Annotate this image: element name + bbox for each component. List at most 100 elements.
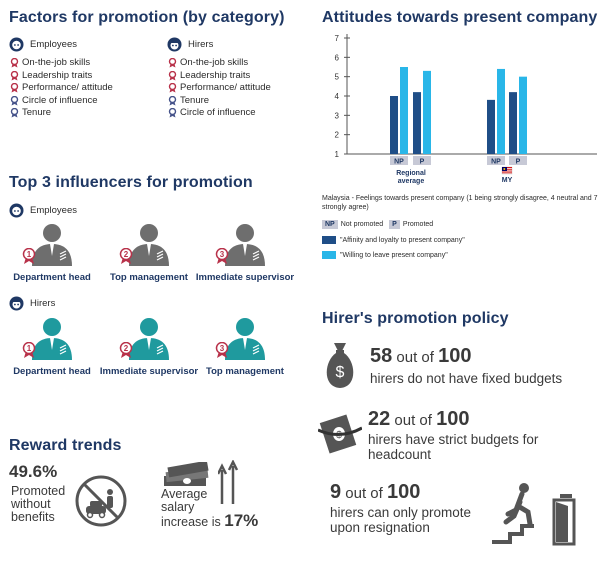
stat-2-line-2: headcount	[368, 447, 432, 462]
influencer-2: 2 Immediate supervisor	[89, 316, 209, 377]
bar-leave	[423, 70, 431, 154]
legend-series-2: "Willing to leave present company"	[322, 251, 465, 259]
influencer-label: Immediate supervisor	[195, 272, 295, 283]
influencer-1: 1 Department head	[0, 316, 112, 377]
svg-text:1: 1	[27, 250, 32, 259]
p-text: Promoted	[402, 221, 434, 228]
rank-ribbon-icon: 2	[119, 247, 133, 264]
factor-item: Circle of influence	[10, 95, 113, 108]
salary-line-3: increase is	[161, 515, 221, 529]
subcategory-label: NP	[394, 159, 404, 166]
stat-2-num: 22	[368, 408, 391, 430]
y-tick-label: 6	[335, 53, 340, 62]
flag-stripe	[502, 170, 512, 172]
factor-item: Performance/ attitude	[168, 82, 271, 95]
stat-3-line-2: upon resignation	[330, 520, 430, 535]
bar-affinity	[390, 96, 398, 154]
np-text: Not promoted	[340, 221, 384, 228]
bar-leave	[497, 68, 505, 154]
factor-item: Tenure	[10, 107, 113, 120]
subcategory-label: P	[420, 159, 425, 166]
ribbon-icon	[10, 95, 19, 106]
legend-swatch-affinity	[322, 236, 336, 244]
subcategory-tag	[413, 156, 431, 165]
factor-item: On-the-job skills	[168, 57, 271, 70]
money-bag-icon: $	[326, 343, 354, 388]
person-icon	[32, 224, 72, 266]
no-benefits-icon	[75, 475, 127, 527]
factor-item: Leadership traits	[168, 70, 271, 83]
influencer-label: Top management	[110, 272, 188, 283]
attitudes-caption: Malaysia - Feelings towards present comp…	[322, 195, 598, 211]
stat-2-den: 100	[436, 408, 470, 430]
rank-ribbon-icon: 1	[22, 247, 36, 264]
ribbon-icon	[168, 95, 177, 106]
influencers-title: Top 3 influencers for promotion	[9, 174, 253, 191]
p-tag: P	[389, 220, 400, 229]
ribbon-icon	[168, 70, 177, 81]
influencer-label: Department head	[13, 366, 91, 377]
y-tick-label: 1	[335, 150, 340, 159]
factors-employees-list: On-the-job skills Leadership traits Perfor…	[10, 57, 113, 120]
hirer-avatar-icon	[9, 296, 24, 311]
factor-label: Circle of influence	[22, 94, 98, 106]
policy-stat-3-text: hirers can only promote upon resignation	[330, 505, 471, 535]
person-icon	[129, 224, 169, 266]
promoted-line-1: Promoted	[11, 484, 66, 498]
y-tick-label: 3	[335, 111, 340, 120]
group-label-line-2: average	[398, 178, 425, 185]
subcategory-tag	[390, 156, 408, 165]
policy-stat-2-text: hirers have strict budgets for headcount	[368, 432, 538, 462]
factor-item: Tenure	[168, 95, 271, 108]
factors-hirers-list: On-the-job skills Leadership traits Perfor…	[168, 57, 271, 120]
person-icon	[32, 318, 72, 360]
rank-badge: 3	[215, 341, 229, 363]
ribbon-icon	[168, 58, 177, 68]
y-tick-label: 4	[335, 92, 340, 101]
person-icon	[225, 318, 265, 360]
policy-stat-1-number: 58 out of 100	[370, 345, 472, 368]
salary-line-2: salary	[161, 500, 195, 514]
ribbon-icon	[10, 108, 19, 118]
stat-2-mid: out of	[390, 412, 437, 429]
influencers-hirers-label: Hirers	[30, 298, 56, 309]
influencer-3: 3 Immediate supervisor	[185, 222, 305, 283]
influencers-hirers-row: 1 Department head 2 Immediate supervisor 3 To…	[0, 316, 310, 386]
factor-label: On-the-job skills	[180, 57, 249, 68]
attitudes-title: Attitudes towards present company	[322, 9, 598, 26]
rank-badge: 3	[215, 247, 229, 269]
increase-arrows-icon	[218, 460, 239, 504]
stat-1-den: 100	[438, 345, 472, 367]
group-label-line-1: Regional	[396, 170, 426, 177]
influencer-figure: 2	[119, 316, 173, 360]
ribbon-icon	[10, 58, 19, 68]
influencers-employees-label: Employees	[30, 205, 77, 216]
svg-text:3: 3	[220, 250, 225, 259]
influencer-label: Immediate supervisor	[99, 366, 199, 377]
factor-item: Circle of influence	[168, 107, 271, 120]
flag-stripe	[502, 172, 512, 174]
influencer-2: 2 Top management	[89, 222, 209, 283]
exit-stairs-icon	[492, 483, 576, 546]
rank-ribbon-icon: 1	[22, 341, 36, 358]
y-tick-label: 7	[335, 34, 340, 43]
subcategory-tag	[487, 156, 505, 165]
ribbon-icon	[168, 108, 177, 118]
policy-title: Hirer's promotion policy	[322, 310, 509, 327]
stat-3-den: 100	[387, 481, 421, 503]
bar-affinity	[487, 99, 495, 154]
policy-stat-1-text: hirers do not have fixed budgets	[370, 371, 563, 386]
person-icon	[129, 318, 169, 360]
factors-employees-header: Employees	[9, 37, 77, 52]
stat-2-line-1: hirers have strict budgets for	[368, 432, 539, 447]
promoted-text: Promoted without benefits	[11, 485, 65, 524]
factor-item: Leadership traits	[10, 70, 113, 83]
influencer-figure: 2	[119, 222, 173, 266]
factor-label: Leadership traits	[180, 69, 251, 81]
policy-stat-2-number: 22 out of 100	[368, 408, 470, 431]
legend-swatch-leave	[322, 251, 336, 259]
rank-ribbon-icon: 3	[215, 247, 229, 264]
promoted-line-2: without	[11, 497, 51, 511]
factor-label: Tenure	[22, 107, 52, 118]
